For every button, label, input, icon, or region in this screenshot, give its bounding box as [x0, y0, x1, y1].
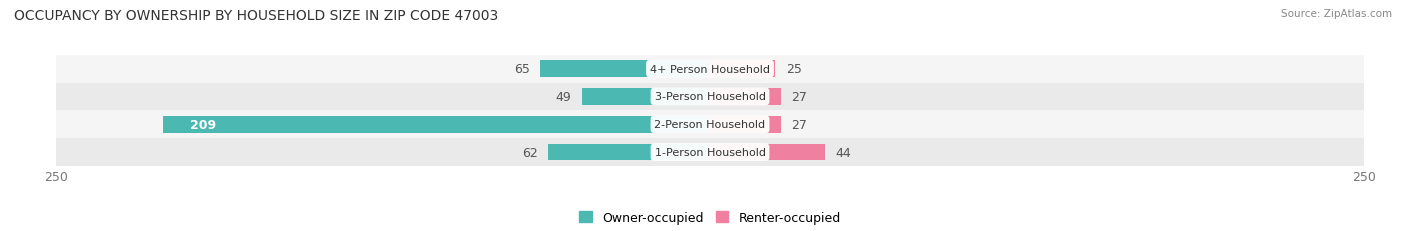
Text: Source: ZipAtlas.com: Source: ZipAtlas.com: [1281, 9, 1392, 19]
Text: OCCUPANCY BY OWNERSHIP BY HOUSEHOLD SIZE IN ZIP CODE 47003: OCCUPANCY BY OWNERSHIP BY HOUSEHOLD SIZE…: [14, 9, 498, 23]
Text: 27: 27: [792, 91, 807, 103]
Text: 62: 62: [522, 146, 537, 159]
Bar: [548, 144, 710, 161]
Text: 4+ Person Household: 4+ Person Household: [650, 64, 770, 74]
Text: 65: 65: [513, 63, 530, 76]
Bar: [56, 55, 1364, 83]
Legend: Owner-occupied, Renter-occupied: Owner-occupied, Renter-occupied: [575, 206, 845, 229]
Bar: [710, 89, 780, 105]
Bar: [163, 116, 710, 133]
Bar: [710, 116, 780, 133]
Bar: [56, 139, 1364, 166]
Bar: [710, 144, 825, 161]
Text: 49: 49: [555, 91, 571, 103]
Text: 2-Person Household: 2-Person Household: [654, 120, 766, 130]
Text: 25: 25: [786, 63, 801, 76]
Text: 27: 27: [792, 118, 807, 131]
Bar: [56, 111, 1364, 139]
Bar: [710, 61, 776, 78]
Text: 3-Person Household: 3-Person Household: [655, 92, 765, 102]
Bar: [540, 61, 710, 78]
Bar: [56, 83, 1364, 111]
Text: 44: 44: [835, 146, 851, 159]
Text: 1-Person Household: 1-Person Household: [655, 147, 765, 158]
Bar: [582, 89, 710, 105]
Text: 209: 209: [190, 118, 215, 131]
